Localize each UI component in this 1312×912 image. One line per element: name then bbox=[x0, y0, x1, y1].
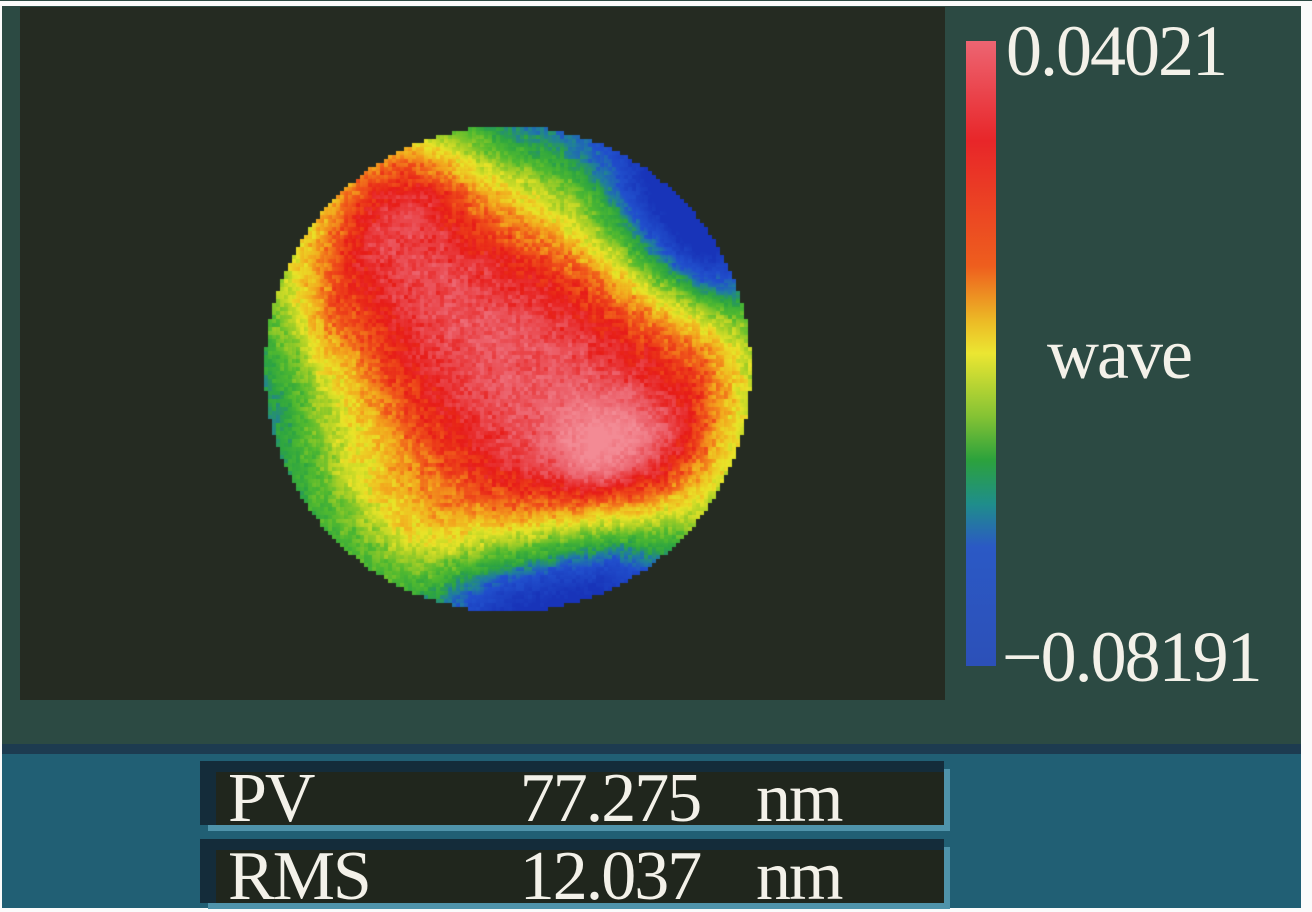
pv-value: 77.275 bbox=[519, 760, 703, 837]
pv-unit: nm bbox=[756, 760, 843, 837]
separator-line bbox=[2, 744, 1301, 754]
screen-background: 0.04021 wave −0.08191 PV 77.275 nm RMS 1… bbox=[2, 6, 1301, 912]
rms-unit: nm bbox=[756, 838, 843, 912]
rms-readout: RMS 12.037 nm bbox=[200, 838, 944, 912]
surface-map-canvas bbox=[20, 7, 945, 700]
colorbar-gradient bbox=[966, 41, 996, 666]
status-bar: PV 77.275 nm RMS 12.037 nm bbox=[2, 754, 1301, 912]
surface-map-panel bbox=[20, 7, 945, 700]
pv-label: PV bbox=[228, 760, 315, 837]
colorbar-unit-label: wave bbox=[1047, 314, 1193, 394]
colorbar-min-label: −0.08191 bbox=[1002, 617, 1263, 697]
rms-label: RMS bbox=[228, 838, 372, 912]
pv-readout: PV 77.275 nm bbox=[200, 760, 944, 837]
rms-value: 12.037 bbox=[519, 838, 703, 912]
colorbar-max-label: 0.04021 bbox=[1006, 11, 1228, 91]
